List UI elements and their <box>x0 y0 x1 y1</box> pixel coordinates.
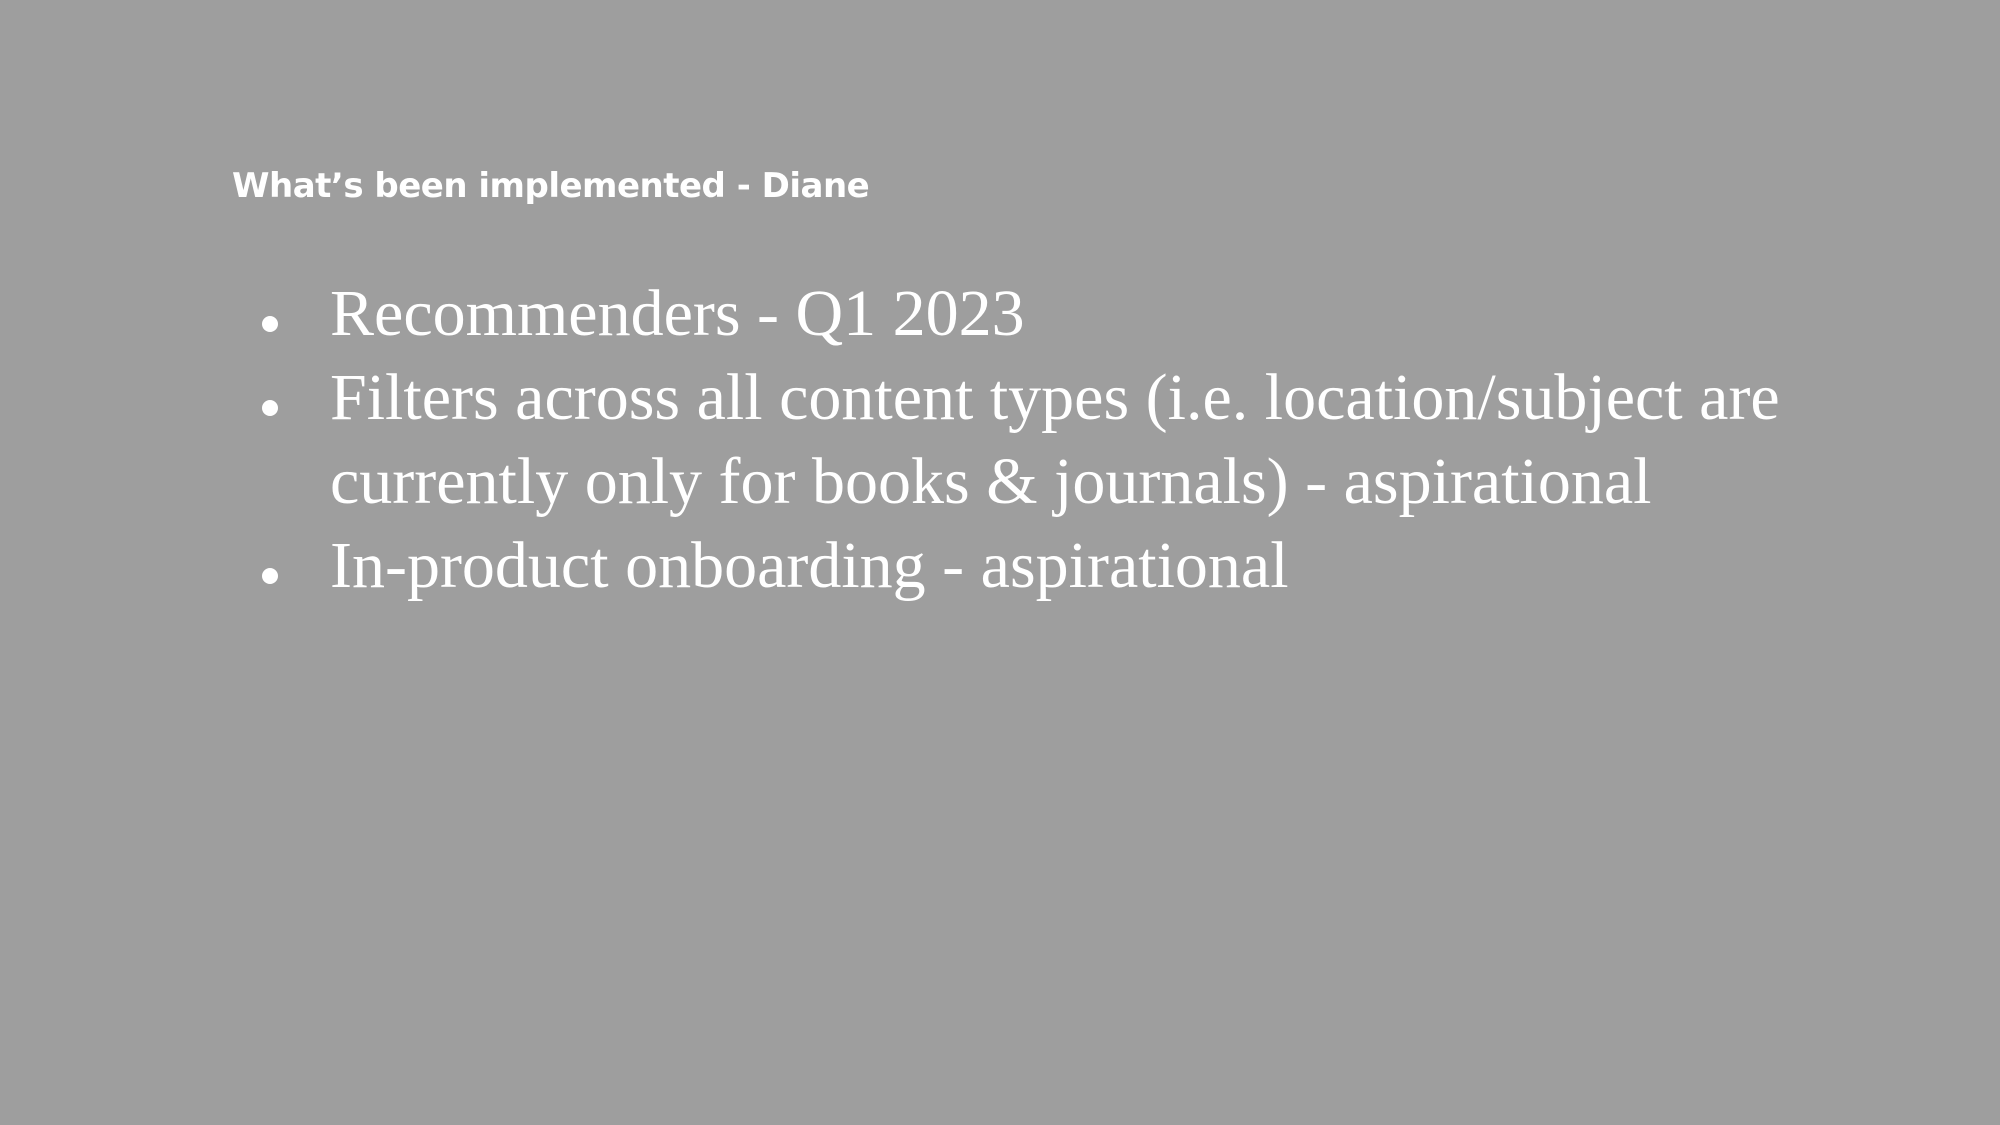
bullet-text: In-product onboarding - aspirational <box>330 529 1289 602</box>
bullet-text: Recommenders - Q1 2023 <box>330 277 1025 350</box>
slide-title: What’s been implemented - Diane <box>232 166 870 206</box>
bullet-item-filters: Filters across all content types (i.e. l… <box>252 356 1892 524</box>
bullet-dot-icon <box>262 568 278 584</box>
bullet-item-recommenders: Recommenders - Q1 2023 <box>252 272 1892 356</box>
bullet-list: Recommenders - Q1 2023 Filters across al… <box>252 272 1892 608</box>
bullet-item-onboarding: In-product onboarding - aspirational <box>252 524 1892 608</box>
bullet-dot-icon <box>262 400 278 416</box>
bullet-text: Filters across all content types (i.e. l… <box>330 361 1780 518</box>
bullet-dot-icon <box>262 316 278 332</box>
